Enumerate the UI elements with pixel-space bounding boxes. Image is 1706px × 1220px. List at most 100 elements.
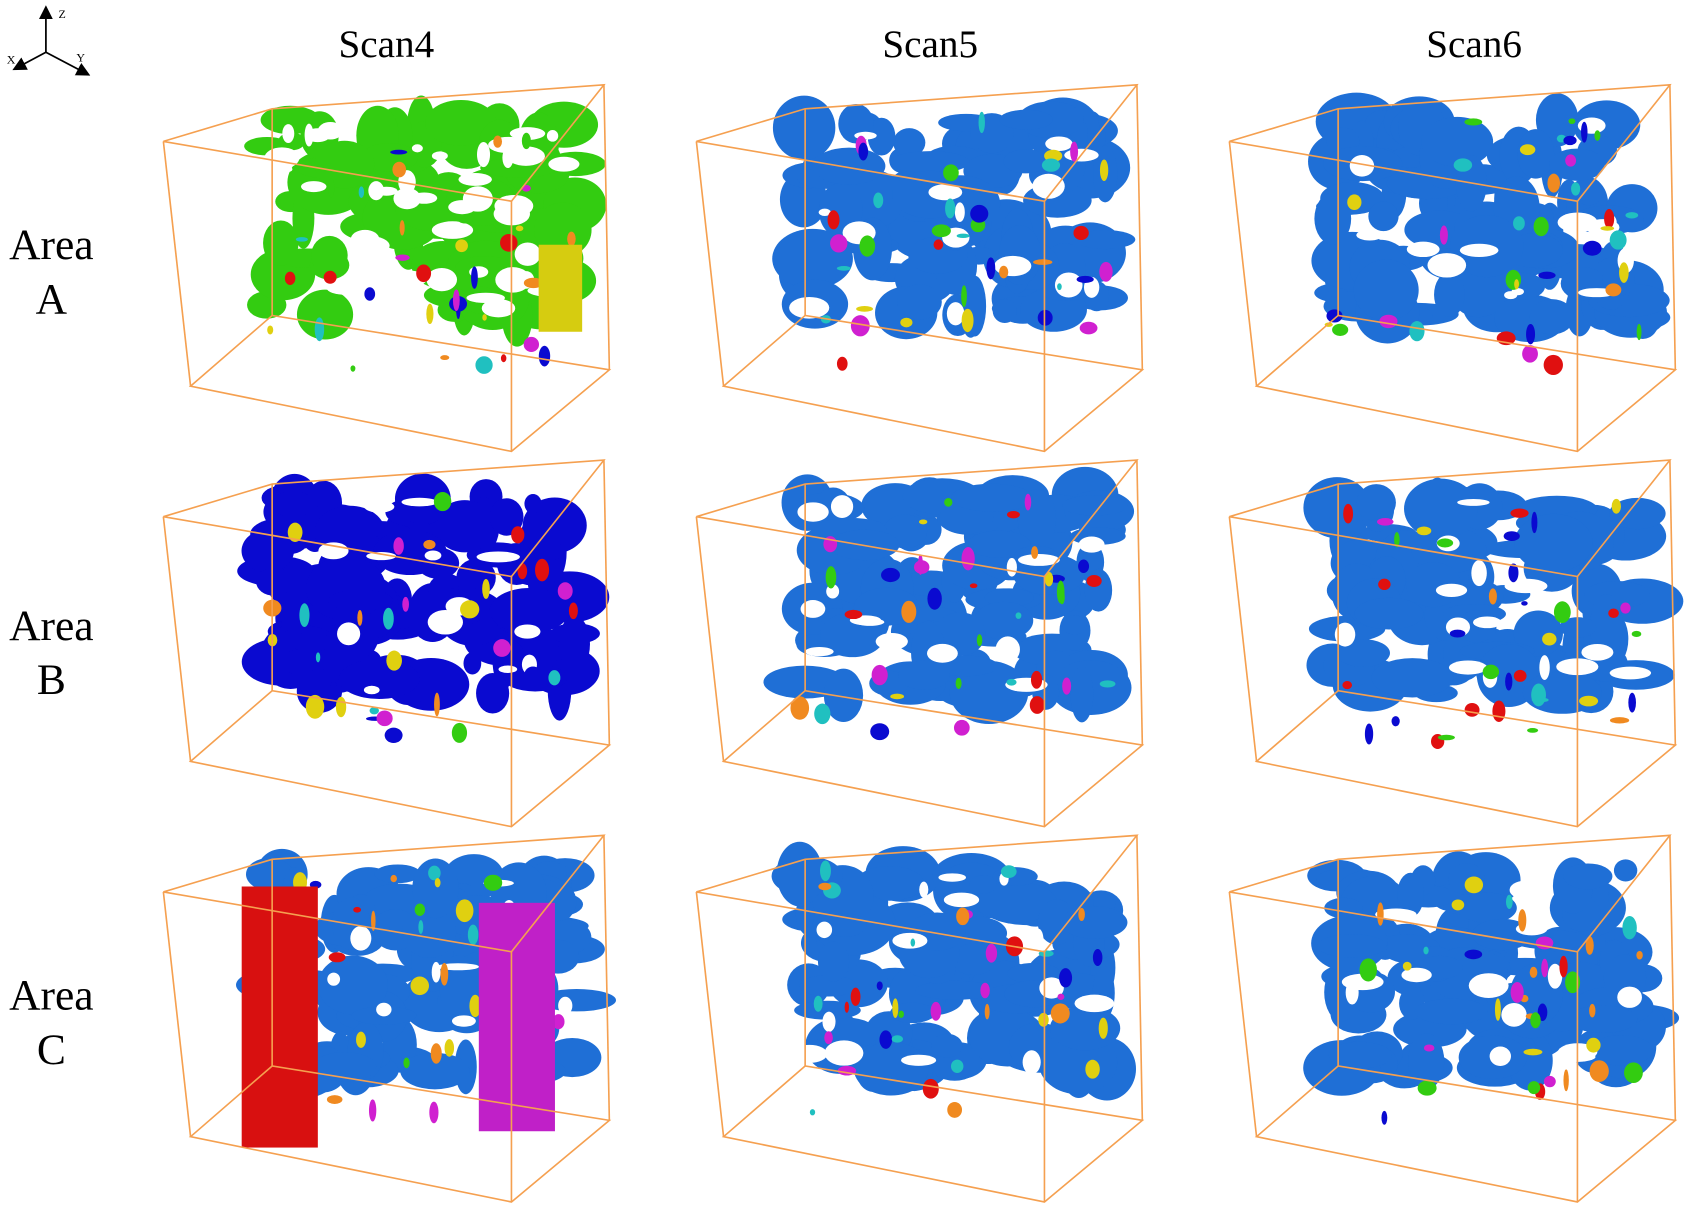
pore bbox=[1376, 517, 1394, 526]
pore bbox=[1585, 936, 1594, 955]
pore bbox=[241, 886, 318, 1148]
gap bbox=[476, 551, 520, 563]
gap bbox=[818, 208, 831, 217]
box-edge bbox=[695, 516, 725, 762]
gap bbox=[548, 156, 580, 172]
box-edge bbox=[721, 314, 1145, 453]
pore bbox=[820, 860, 831, 882]
panel bbox=[1228, 459, 1684, 828]
pore-cluster bbox=[949, 660, 1029, 724]
pore-cluster bbox=[867, 117, 896, 156]
pore bbox=[327, 178, 335, 198]
pore bbox=[1041, 158, 1061, 172]
pore bbox=[482, 314, 487, 321]
pore bbox=[961, 546, 975, 571]
pore bbox=[567, 231, 576, 247]
gap bbox=[1609, 666, 1652, 680]
pore-cluster bbox=[1070, 666, 1094, 723]
pore bbox=[1609, 717, 1630, 724]
pore bbox=[1464, 949, 1483, 960]
gap bbox=[481, 299, 516, 318]
pore bbox=[393, 537, 404, 555]
pore bbox=[824, 1031, 833, 1045]
pore bbox=[524, 666, 542, 683]
pore-cluster bbox=[497, 543, 537, 585]
pore bbox=[945, 198, 956, 219]
gap bbox=[1459, 243, 1499, 257]
row-label: A bbox=[36, 275, 68, 323]
bounding-box bbox=[1228, 83, 1678, 453]
pore-cluster bbox=[1371, 658, 1454, 698]
box-edge bbox=[1228, 141, 1258, 387]
gap bbox=[1334, 622, 1356, 647]
pore bbox=[1594, 130, 1601, 141]
gap bbox=[318, 542, 349, 560]
pore bbox=[500, 354, 507, 363]
box-edge bbox=[695, 891, 725, 1137]
pore-cluster bbox=[812, 147, 886, 185]
rendering bbox=[236, 848, 617, 1148]
box-edge bbox=[1136, 835, 1144, 1121]
pore-cluster bbox=[327, 589, 393, 611]
rendering bbox=[1303, 477, 1684, 749]
pore bbox=[1581, 121, 1588, 143]
pore bbox=[452, 289, 460, 312]
pore bbox=[1620, 602, 1631, 614]
pore-cluster bbox=[799, 975, 858, 997]
bounding-box bbox=[695, 459, 1145, 828]
pore bbox=[879, 1030, 893, 1049]
pore bbox=[1092, 949, 1103, 967]
pore bbox=[1050, 1003, 1070, 1024]
pore bbox=[836, 356, 848, 371]
pore bbox=[1589, 1060, 1609, 1082]
pore-cluster bbox=[1060, 906, 1128, 939]
pore-cluster bbox=[1535, 93, 1579, 147]
pore bbox=[871, 664, 888, 686]
gap bbox=[558, 996, 573, 1015]
pore-cluster bbox=[1328, 1041, 1392, 1069]
pore-cluster bbox=[1613, 859, 1638, 882]
pore bbox=[881, 567, 900, 583]
pore bbox=[813, 995, 823, 1012]
panel bbox=[1228, 834, 1680, 1203]
pore bbox=[1526, 324, 1536, 345]
pore-cluster bbox=[1407, 1033, 1445, 1090]
pore-cluster bbox=[772, 95, 836, 161]
pore bbox=[890, 693, 905, 700]
gap bbox=[498, 665, 518, 674]
panel bbox=[162, 459, 612, 828]
gap bbox=[448, 200, 476, 215]
pore bbox=[440, 355, 450, 361]
gap bbox=[350, 236, 390, 256]
gap bbox=[791, 1044, 828, 1063]
pore bbox=[1529, 966, 1538, 978]
pore bbox=[950, 1059, 964, 1073]
box-edge bbox=[1669, 835, 1677, 1121]
gap bbox=[928, 184, 963, 201]
pore bbox=[475, 356, 493, 374]
gap bbox=[1473, 616, 1502, 629]
gap bbox=[1435, 583, 1468, 597]
pore bbox=[376, 710, 393, 727]
pore bbox=[1523, 1048, 1543, 1056]
pore-cluster bbox=[1003, 149, 1048, 174]
gap bbox=[1006, 558, 1017, 577]
pore bbox=[931, 224, 951, 238]
pore bbox=[1359, 958, 1377, 982]
column-header: Scan6 bbox=[1426, 23, 1522, 66]
pore-cluster bbox=[1609, 497, 1666, 530]
gap bbox=[789, 296, 830, 319]
pore bbox=[1604, 208, 1615, 229]
pore bbox=[836, 266, 851, 271]
pore-cluster bbox=[338, 659, 420, 699]
pore bbox=[1417, 1080, 1437, 1096]
pore-cluster bbox=[1414, 998, 1488, 1025]
pore bbox=[1510, 508, 1529, 518]
pore bbox=[1402, 961, 1412, 971]
gap bbox=[1539, 655, 1550, 680]
pore-cluster bbox=[1324, 897, 1363, 919]
pore-cluster bbox=[951, 943, 997, 976]
pore bbox=[353, 906, 362, 913]
gap bbox=[376, 1002, 392, 1017]
panel bbox=[1228, 83, 1678, 453]
